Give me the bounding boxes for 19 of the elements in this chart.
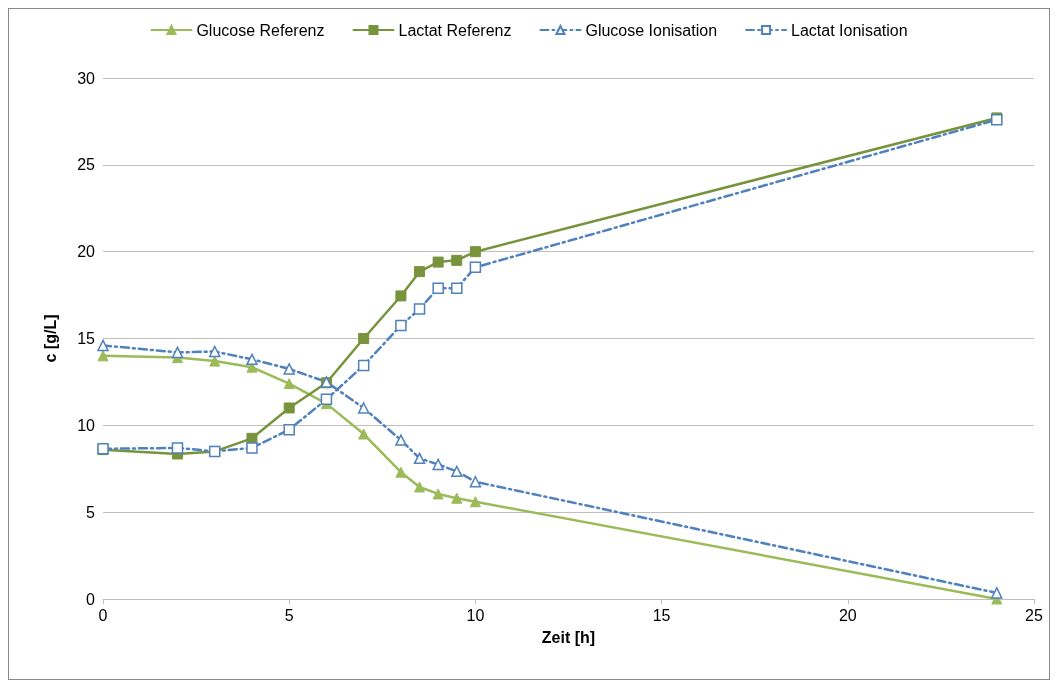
legend-label: Lactat Ionisation [791,21,908,39]
y-tick-label: 25 [77,156,96,174]
x-axis-title: Zeit [h] [541,628,596,646]
x-tick-label: 0 [98,606,108,624]
y-axis-title: c [g/L] [41,314,59,363]
x-tick-label: 10 [466,606,485,624]
y-tick-label: 30 [77,69,96,87]
y-tick-label: 0 [86,590,96,608]
legend-label: Glucose Ionisation [585,21,718,39]
x-tick-label: 5 [284,606,294,624]
x-tick-label: 15 [652,606,671,624]
y-tick-label: 5 [86,503,96,521]
y-tick-label: 20 [77,243,96,261]
legend-label: Lactat Referenz [398,21,512,39]
x-tick-label: 25 [1025,606,1043,624]
y-tick-label: 10 [77,416,96,434]
x-tick-label: 20 [838,606,857,624]
y-tick-label: 15 [77,330,96,347]
legend-label: Glucose Referenz [196,21,325,39]
